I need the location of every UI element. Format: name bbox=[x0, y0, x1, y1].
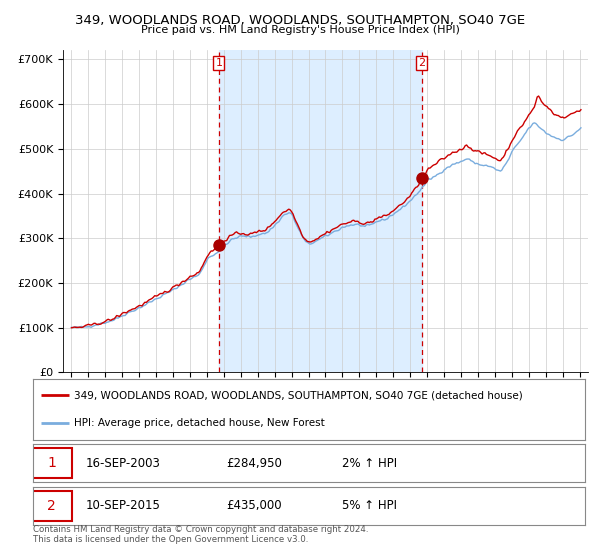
Text: 10-SEP-2015: 10-SEP-2015 bbox=[85, 499, 160, 512]
Text: HPI: Average price, detached house, New Forest: HPI: Average price, detached house, New … bbox=[74, 418, 325, 428]
Text: 349, WOODLANDS ROAD, WOODLANDS, SOUTHAMPTON, SO40 7GE: 349, WOODLANDS ROAD, WOODLANDS, SOUTHAMP… bbox=[75, 14, 525, 27]
Text: 349, WOODLANDS ROAD, WOODLANDS, SOUTHAMPTON, SO40 7GE (detached house): 349, WOODLANDS ROAD, WOODLANDS, SOUTHAMP… bbox=[74, 390, 523, 400]
Text: 16-SEP-2003: 16-SEP-2003 bbox=[85, 456, 160, 470]
FancyBboxPatch shape bbox=[32, 491, 71, 521]
Text: £284,950: £284,950 bbox=[226, 456, 282, 470]
Text: 2: 2 bbox=[47, 499, 56, 513]
Bar bbox=[219, 50, 422, 372]
Text: £435,000: £435,000 bbox=[226, 499, 282, 512]
Text: 2% ↑ HPI: 2% ↑ HPI bbox=[342, 456, 397, 470]
Text: 2: 2 bbox=[418, 58, 425, 68]
Text: Price paid vs. HM Land Registry's House Price Index (HPI): Price paid vs. HM Land Registry's House … bbox=[140, 25, 460, 35]
Text: Contains HM Land Registry data © Crown copyright and database right 2024.
This d: Contains HM Land Registry data © Crown c… bbox=[33, 525, 368, 544]
Text: 5% ↑ HPI: 5% ↑ HPI bbox=[342, 499, 397, 512]
Text: 1: 1 bbox=[215, 58, 223, 68]
Text: 1: 1 bbox=[47, 456, 56, 470]
FancyBboxPatch shape bbox=[32, 448, 71, 478]
